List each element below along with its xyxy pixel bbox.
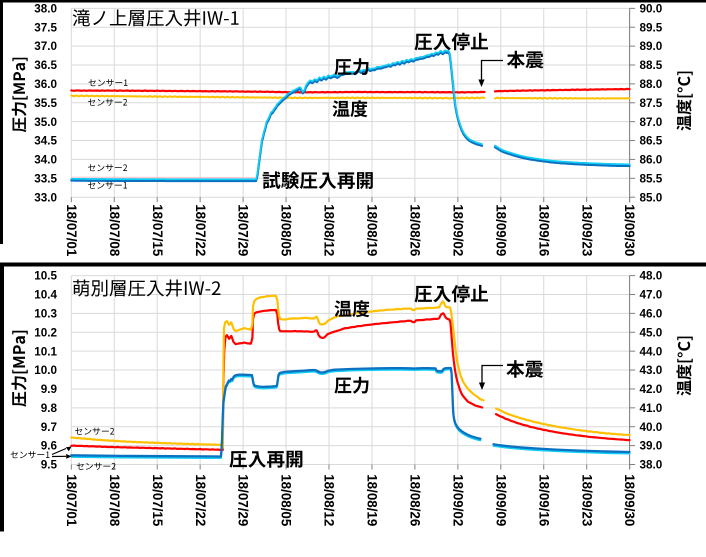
- svg-text:18/08/05: 18/08/05: [279, 204, 294, 257]
- svg-text:18/07/08: 18/07/08: [107, 474, 122, 527]
- svg-text:10.3: 10.3: [34, 308, 57, 321]
- svg-text:18/08/26: 18/08/26: [408, 474, 423, 526]
- svg-text:88.5: 88.5: [640, 59, 663, 72]
- svg-text:9.8: 9.8: [41, 402, 58, 415]
- svg-text:9.7: 9.7: [41, 421, 57, 434]
- svg-text:35.5: 35.5: [34, 97, 57, 110]
- svg-text:18/07/22: 18/07/22: [193, 204, 208, 256]
- svg-text:42.0: 42.0: [640, 383, 663, 396]
- svg-text:86.5: 86.5: [640, 135, 663, 148]
- svg-text:18/07/01: 18/07/01: [64, 474, 79, 527]
- svg-text:18/08/12: 18/08/12: [322, 474, 337, 526]
- svg-text:44.0: 44.0: [640, 345, 663, 358]
- svg-text:9.6: 9.6: [41, 440, 58, 453]
- svg-text:18/07/15: 18/07/15: [150, 474, 165, 527]
- svg-text:41.0: 41.0: [640, 402, 663, 415]
- svg-text:10.4: 10.4: [34, 289, 57, 302]
- svg-text:87.5: 87.5: [640, 97, 663, 110]
- svg-text:45.0: 45.0: [640, 326, 663, 339]
- svg-text:88.0: 88.0: [640, 78, 663, 91]
- svg-text:34.0: 34.0: [34, 154, 57, 167]
- svg-text:10.1: 10.1: [34, 345, 57, 358]
- svg-text:89.0: 89.0: [640, 40, 663, 53]
- svg-text:33.0: 33.0: [34, 191, 57, 204]
- svg-text:36.5: 36.5: [34, 59, 57, 72]
- svg-text:89.5: 89.5: [640, 21, 663, 34]
- svg-text:35.0: 35.0: [34, 116, 57, 129]
- svg-text:36.0: 36.0: [34, 78, 57, 91]
- svg-text:38.0: 38.0: [34, 2, 57, 15]
- svg-text:18/08/19: 18/08/19: [365, 474, 380, 526]
- svg-text:18/09/23: 18/09/23: [579, 474, 594, 526]
- svg-text:40.0: 40.0: [640, 421, 663, 434]
- svg-text:86.0: 86.0: [640, 154, 663, 167]
- svg-text:43.0: 43.0: [640, 364, 663, 377]
- svg-text:48.0: 48.0: [640, 270, 663, 283]
- svg-text:34.5: 34.5: [34, 135, 57, 148]
- svg-text:90.0: 90.0: [640, 2, 663, 15]
- svg-text:18/09/09: 18/09/09: [493, 204, 508, 256]
- svg-text:10.2: 10.2: [34, 326, 57, 339]
- svg-text:10.5: 10.5: [34, 270, 57, 283]
- svg-text:46.0: 46.0: [640, 308, 663, 321]
- svg-text:18/09/30: 18/09/30: [622, 204, 637, 256]
- svg-text:10.0: 10.0: [34, 364, 57, 377]
- svg-text:18/08/05: 18/08/05: [279, 474, 294, 527]
- svg-text:38.0: 38.0: [640, 459, 663, 472]
- svg-text:18/09/30: 18/09/30: [622, 474, 637, 526]
- svg-text:18/08/19: 18/08/19: [365, 204, 380, 256]
- svg-text:18/07/01: 18/07/01: [64, 204, 79, 257]
- svg-text:18/07/29: 18/07/29: [236, 204, 251, 256]
- svg-text:18/07/29: 18/07/29: [236, 474, 251, 526]
- svg-text:87.0: 87.0: [640, 116, 663, 129]
- svg-text:18/08/26: 18/08/26: [408, 204, 423, 256]
- svg-text:18/09/02: 18/09/02: [451, 474, 466, 526]
- svg-text:9.9: 9.9: [41, 383, 58, 396]
- svg-text:18/07/08: 18/07/08: [107, 204, 122, 257]
- svg-text:9.5: 9.5: [41, 459, 58, 472]
- svg-text:18/09/02: 18/09/02: [451, 204, 466, 256]
- svg-text:39.0: 39.0: [640, 440, 663, 453]
- svg-text:37.5: 37.5: [34, 21, 57, 34]
- svg-text:37.0: 37.0: [34, 40, 57, 53]
- svg-text:33.5: 33.5: [34, 172, 57, 185]
- svg-text:18/08/12: 18/08/12: [322, 204, 337, 256]
- svg-text:18/07/15: 18/07/15: [150, 204, 165, 257]
- svg-text:47.0: 47.0: [640, 289, 663, 302]
- svg-text:85.0: 85.0: [640, 191, 663, 204]
- svg-text:18/09/16: 18/09/16: [536, 474, 551, 526]
- svg-text:18/09/09: 18/09/09: [493, 474, 508, 526]
- svg-text:18/09/23: 18/09/23: [579, 204, 594, 256]
- svg-text:18/07/22: 18/07/22: [193, 474, 208, 526]
- svg-text:18/09/16: 18/09/16: [536, 204, 551, 256]
- svg-text:85.5: 85.5: [640, 172, 663, 185]
